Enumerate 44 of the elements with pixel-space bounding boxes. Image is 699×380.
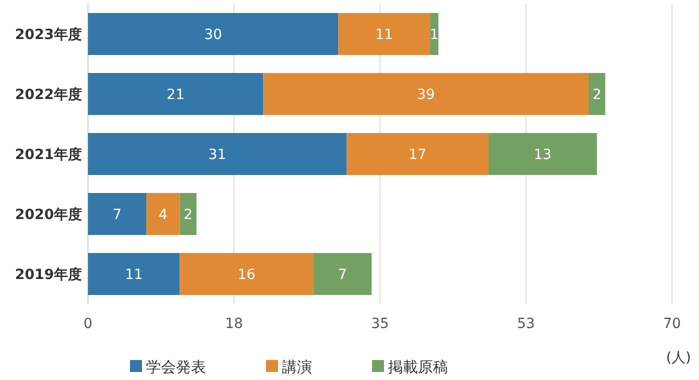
data-label: 2 [592, 87, 602, 103]
bar [146, 193, 180, 235]
y-tick-label: 2019年度 [15, 266, 82, 283]
data-label: 17 [408, 147, 426, 163]
y-tick-label: 2023年度 [15, 26, 82, 43]
y-tick-label: 2020年度 [15, 206, 82, 223]
data-label: 7 [112, 207, 122, 223]
bar [588, 73, 606, 115]
x-axis-title: (人) [666, 350, 691, 366]
bar [338, 13, 430, 55]
bar [346, 133, 488, 175]
legend-label: 掲載原稿 [388, 358, 448, 376]
legend-label: 講演 [282, 358, 312, 376]
bar [88, 193, 146, 235]
bar [263, 73, 589, 115]
bar [180, 193, 196, 235]
data-label: 7 [338, 267, 347, 283]
data-label: 4 [158, 207, 168, 223]
x-tick-label: 0 [84, 316, 92, 332]
x-tick-label: 53 [517, 316, 535, 332]
bar [430, 13, 438, 55]
data-label: 2 [184, 207, 193, 223]
data-label: 21 [166, 87, 185, 103]
data-label: 1 [430, 27, 439, 43]
y-tick-label: 2021年度 [15, 146, 82, 163]
bar [488, 133, 597, 175]
legend-label: 学会発表 [146, 358, 206, 376]
data-label: 31 [208, 147, 226, 163]
y-tick-label: 2022年度 [15, 86, 82, 103]
data-label: 39 [416, 87, 435, 103]
data-label: 11 [124, 267, 143, 283]
bar [180, 253, 314, 295]
x-tick-label: 70 [663, 316, 681, 332]
bar [88, 253, 180, 295]
bar [88, 73, 264, 115]
data-label: 13 [534, 147, 552, 163]
data-label: 16 [238, 267, 256, 283]
data-label: 11 [375, 27, 394, 43]
bar [313, 253, 372, 295]
x-tick-label: 18 [225, 316, 243, 332]
data-label: 30 [204, 27, 222, 43]
bar [88, 133, 347, 175]
x-tick-label: 35 [371, 316, 389, 332]
bar [88, 13, 338, 55]
